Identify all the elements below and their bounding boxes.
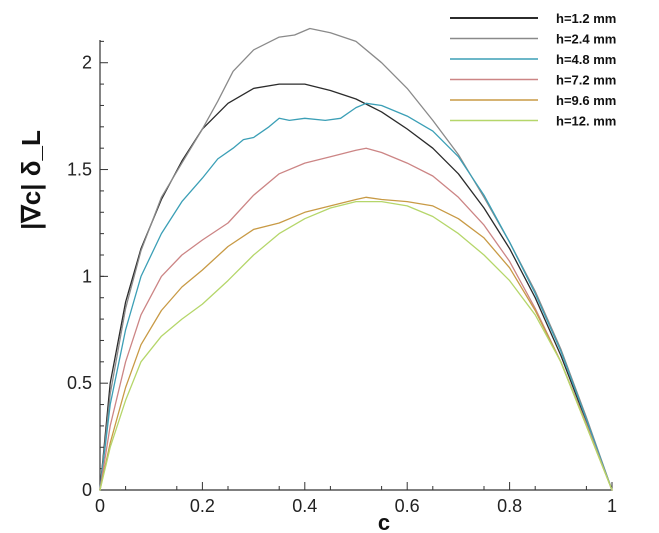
y-tick-label: 0.5 bbox=[67, 373, 92, 393]
x-tick-label: 0.6 bbox=[395, 496, 420, 516]
series-line-3 bbox=[99, 102, 613, 491]
x-axis-title: c bbox=[378, 510, 390, 533]
legend-label-1: h=1.2 mm bbox=[556, 11, 616, 26]
x-tick-label: 1 bbox=[607, 496, 617, 516]
y-tick-label: 1.5 bbox=[67, 160, 92, 180]
series-line-2 bbox=[99, 27, 613, 491]
x-tick-label: 0 bbox=[95, 496, 105, 516]
legend-label-5: h=9.6 mm bbox=[556, 93, 616, 108]
series-line-4 bbox=[99, 147, 613, 491]
x-tick-label: 0.8 bbox=[497, 496, 522, 516]
y-tick-label: 0 bbox=[82, 480, 92, 500]
legend-label-6: h=12. mm bbox=[556, 114, 616, 129]
x-tick-label: 0.2 bbox=[190, 496, 215, 516]
y-tick-label: 1 bbox=[82, 266, 92, 286]
y-tick-label: 2 bbox=[82, 53, 92, 73]
legend-label-2: h=2.4 mm bbox=[556, 32, 616, 47]
series-line-6 bbox=[99, 200, 613, 491]
series-line-5 bbox=[99, 196, 613, 491]
legend-label-4: h=7.2 mm bbox=[556, 73, 616, 88]
legend: h=1.2 mm h=2.4 mm h=4.8 mm h=7.2 mm h=9.6 mm… bbox=[450, 11, 616, 129]
legend-label-3: h=4.8 mm bbox=[556, 52, 616, 67]
plot-area: 0 0.2 0.4 0.6 0.8 1 0 0.5 1 1.5 2 bbox=[67, 40, 617, 516]
series-line-1 bbox=[99, 83, 613, 491]
y-axis-title: |∇c| δ_L bbox=[16, 130, 46, 230]
x-tick-label: 0.4 bbox=[292, 496, 317, 516]
